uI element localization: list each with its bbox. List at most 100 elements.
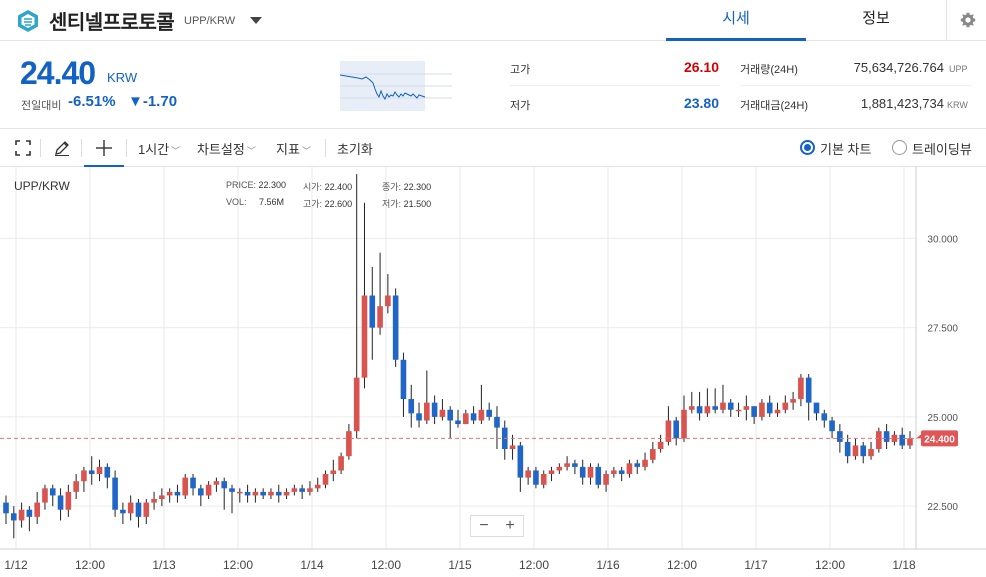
x-tick-label: 1/12 [4,558,28,572]
y-tick-label: 25.000 [927,413,958,424]
candle-body [198,488,204,496]
indicators-menu[interactable]: 지표 ﹀ [276,139,311,158]
candle-body [556,466,563,471]
stat-divider [740,85,972,86]
fullscreen-icon[interactable] [15,140,31,156]
candle-body [540,474,547,485]
ohlc-volume: VOL: 7.56M [226,197,284,207]
candle-body [727,402,734,410]
zoom-in-button[interactable]: + [505,517,515,534]
basic-chart-label[interactable]: 기본 차트 [820,142,872,157]
chevron-down-icon: ﹀ [246,146,256,156]
tab-quote[interactable]: 시세 [666,0,806,41]
candle-body [883,431,890,442]
tradingview-label[interactable]: 트레이딩뷰 [912,142,972,157]
change-label: 전일대비 [21,100,62,112]
candle-body [626,463,633,475]
coin-select-caret-icon[interactable] [249,16,263,26]
candle-body [813,402,820,414]
candle-body [385,295,391,307]
candle-body [759,402,765,417]
candle-body [860,445,867,457]
volume-label: 거래량(24H) [740,64,798,76]
candle-body [260,491,266,496]
candle-body [268,491,274,496]
chart-settings-label: 차트설정 [197,142,245,157]
candle-body [221,481,228,489]
crosshair-icon [96,140,112,156]
candle-body [548,470,555,475]
candle-body [509,445,516,450]
amount-value: 1,881,423,734 [860,96,944,111]
settings-button[interactable] [946,0,986,41]
candlestick-chart[interactable]: 1/12 12:00 1/13 12:00 1/14 12:00 1/15 12:00 1/16… [0,167,986,577]
x-tick-label: 12:00 [815,558,845,572]
basic-chart-radio[interactable] [800,140,815,155]
chart-settings-menu[interactable]: 차트설정 ﹀ [197,139,256,158]
toolbar-divider [126,139,127,157]
candle-body [899,434,906,446]
interval-select[interactable]: 1시간 ﹀ [138,139,180,158]
zoom-controls: − + [470,515,524,537]
tradingview-radio[interactable] [892,140,907,155]
candle-body [166,491,173,496]
candle-body [416,413,422,421]
candle-body [151,499,157,503]
candle-body [494,416,500,428]
candle-body [34,502,40,517]
candle-body [307,488,313,492]
candle-body [18,509,25,521]
candle-body [603,474,609,485]
y-tick-label: 27.500 [927,324,958,335]
candle-body [135,502,142,517]
candle-body [587,466,594,478]
candle-body [182,477,189,496]
candle-body [876,431,882,450]
candle-body [821,413,828,421]
pencil-icon[interactable] [53,139,71,157]
chart-canvas[interactable]: 1/12 12:00 1/13 12:00 1/14 12:00 1/15 12:00 1/16… [0,167,986,577]
toolbar-divider [325,139,326,157]
candle-body [314,484,321,489]
candle-body [127,502,134,514]
ohlc-open: 시가: 22.400 [303,180,352,193]
coin-pair: UPP/KRW [184,15,236,27]
candle-body [533,470,539,485]
candle-body [361,295,368,378]
ohlc-low: 저가: 21.500 [382,197,431,210]
candle-body [408,399,415,414]
candle-body [891,434,898,442]
candle-body [65,491,72,510]
chart-pair-label: UPP/KRW [14,179,70,193]
candle-body [868,449,874,457]
candle-body [353,377,360,432]
volume-value: 75,634,726.764 [853,60,944,75]
candle-body [751,406,757,417]
candle-body [579,466,586,478]
zoom-out-button[interactable]: − [479,517,489,534]
candle-body [673,420,680,439]
low-label: 저가 [510,100,531,112]
y-tick-label: 22.500 [927,502,958,513]
reset-button[interactable]: 초기화 [337,142,373,157]
ohlc-open-label: 시가: [303,182,323,192]
toolbar-divider [40,139,41,157]
candle-body [486,409,492,417]
candle-body [424,402,430,421]
candle-body [829,420,835,432]
tab-info[interactable]: 정보 [862,10,890,27]
candle-body [42,488,48,503]
crosshair-tool[interactable] [84,129,124,167]
x-tick-label: 1/17 [744,558,768,572]
amount-label: 거래대금(24H) [740,100,808,112]
candle-body [455,420,461,425]
x-tick-label: 12:00 [75,558,105,572]
candle-body [572,463,578,467]
ohlc-close-value: 22.300 [403,182,432,192]
candle-body [470,413,477,421]
x-tick-label: 1/18 [892,558,916,572]
high-label: 고가 [510,64,531,76]
volume-unit: UPP [949,64,968,74]
candle-body [392,295,399,360]
candle-body [205,484,212,496]
